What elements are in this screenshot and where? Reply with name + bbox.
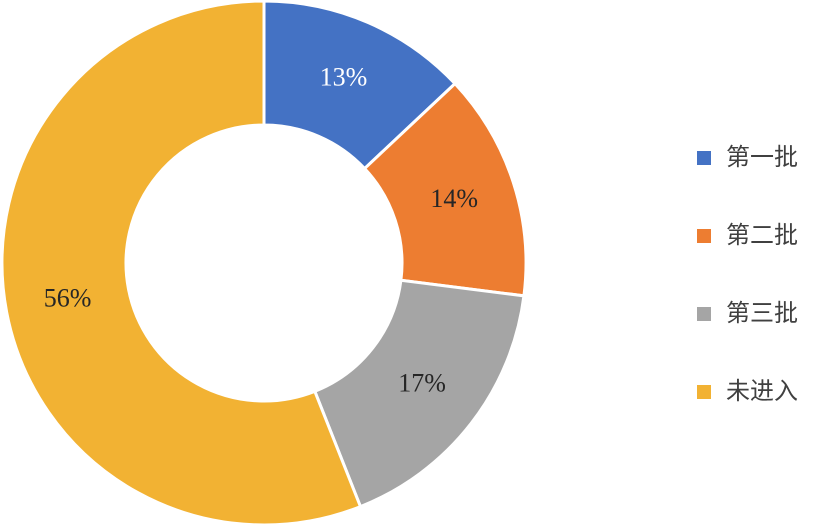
wedge bbox=[312, 278, 526, 509]
wedge bbox=[362, 81, 528, 298]
wedge bbox=[0, 0, 363, 526]
legend-swatch bbox=[697, 307, 711, 321]
legend-label: 未进入 bbox=[726, 377, 798, 405]
legend-swatch bbox=[697, 385, 711, 399]
value-label: 14% bbox=[430, 184, 478, 213]
legend-label: 第三批 bbox=[726, 299, 798, 327]
legend-swatch bbox=[697, 229, 711, 243]
value-label: 56% bbox=[44, 283, 92, 312]
legend-swatch bbox=[697, 151, 711, 165]
legend-label: 第一批 bbox=[726, 143, 798, 171]
value-label: 17% bbox=[398, 369, 446, 398]
value-label: 13% bbox=[320, 62, 368, 91]
legend-label: 第二批 bbox=[726, 221, 798, 249]
